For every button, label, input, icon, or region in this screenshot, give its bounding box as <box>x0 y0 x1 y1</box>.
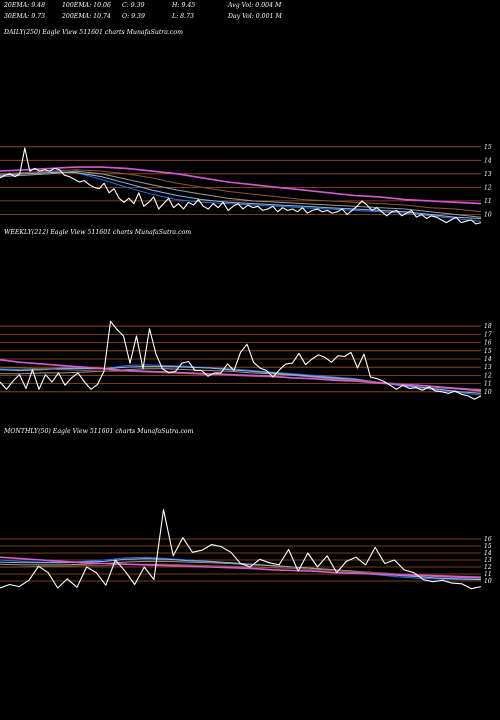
daily-y-tick-label: 11 <box>484 198 492 205</box>
header-ema200: 200EMA: 10.74 <box>61 13 111 20</box>
weekly-y-tick-label: 16 <box>484 340 492 347</box>
monthly-y-tick-label: 10 <box>484 578 492 585</box>
weekly-ema-short-line <box>0 364 482 396</box>
header-low: L: 8.73 <box>171 13 194 20</box>
weekly-chart-title: WEEKLY(212) Eagle View 511601 charts Mun… <box>4 229 191 236</box>
weekly-price-line <box>0 320 482 400</box>
weekly-y-tick-label: 17 <box>484 331 492 338</box>
daily-y-tick-label: 15 <box>484 144 492 151</box>
monthly-y-tick-label: 16 <box>484 536 492 543</box>
monthly-y-tick-label: 13 <box>484 557 492 564</box>
header-open: O: 9.39 <box>122 13 145 20</box>
daily-ema-gray-line <box>0 170 482 218</box>
header-ema20: 20EMA: 9.48 <box>3 2 45 9</box>
monthly-y-tick-label: 11 <box>484 571 492 578</box>
daily-y-tick-label: 12 <box>484 184 492 191</box>
weekly-y-tick-label: 15 <box>484 348 492 355</box>
header-ema100: 100EMA: 10.06 <box>62 2 111 9</box>
monthly-chart-title: MONTHLY(50) Eagle View 511601 charts Mun… <box>3 428 194 435</box>
indicator-header: 20EMA: 9.48 100EMA: 10.06 C: 9.39 H: 9.4… <box>3 2 282 20</box>
header-ema30: 30EMA: 9.73 <box>4 13 45 20</box>
header-avg-vol: Avg Vol: 0.004 M <box>227 2 282 9</box>
monthly-y-tick-label: 12 <box>484 564 492 571</box>
weekly-y-tick-label: 13 <box>484 364 492 371</box>
daily-y-tick-label: 13 <box>484 171 492 178</box>
weekly-ema-long-line <box>0 359 482 391</box>
daily-ema-long-line <box>0 166 482 205</box>
weekly-chart-panel: WEEKLY(212) Eagle View 511601 charts Mun… <box>0 229 492 400</box>
daily-y-tick-label: 14 <box>484 157 492 164</box>
daily-price-line <box>0 147 482 225</box>
weekly-y-tick-label: 12 <box>484 372 492 379</box>
weekly-y-tick-label: 14 <box>484 356 492 363</box>
daily-y-tick-label: 10 <box>484 212 492 219</box>
monthly-chart-panel: MONTHLY(50) Eagle View 511601 charts Mun… <box>0 428 492 590</box>
weekly-y-tick-label: 18 <box>484 323 492 330</box>
monthly-y-tick-label: 14 <box>484 550 492 557</box>
daily-chart-title: DAILY(250) Eagle View 511601 charts Muna… <box>3 29 183 36</box>
weekly-y-tick-label: 11 <box>484 381 492 388</box>
header-high: H: 9.45 <box>171 2 195 9</box>
weekly-y-tick-label: 10 <box>484 389 492 396</box>
header-close: C: 9.39 <box>122 2 145 9</box>
monthly-price-line <box>0 509 482 590</box>
daily-ema-mid-line <box>0 172 482 219</box>
daily-ema-brown-line <box>0 169 482 213</box>
monthly-ema-long-line <box>0 556 482 579</box>
daily-chart-panel: DAILY(250) Eagle View 511601 charts Muna… <box>0 29 492 225</box>
monthly-y-tick-label: 15 <box>484 543 492 550</box>
header-day-vol: Day Vol: 0.001 M <box>227 13 282 20</box>
